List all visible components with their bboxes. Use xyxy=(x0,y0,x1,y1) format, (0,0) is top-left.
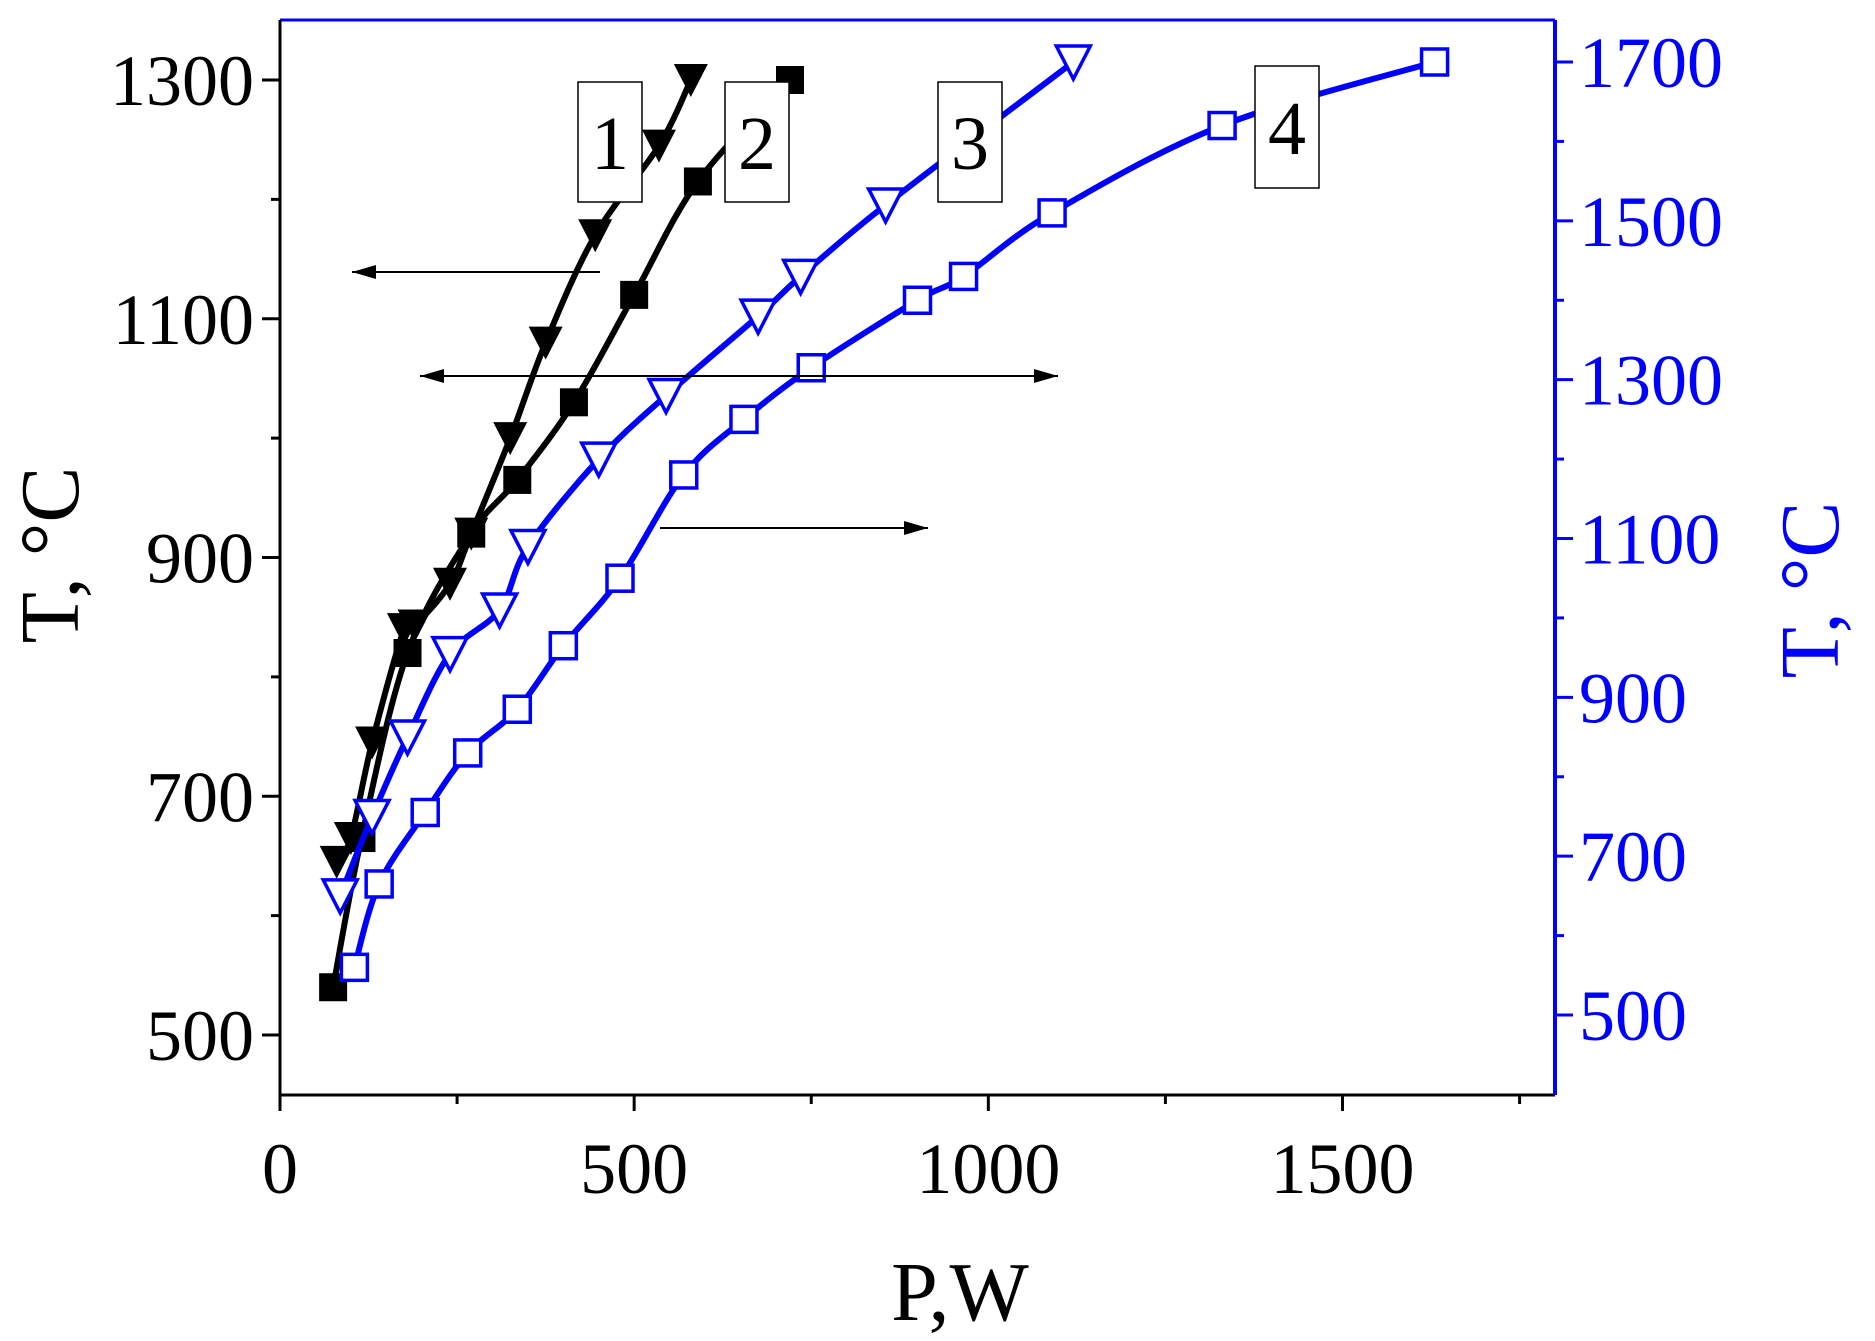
series-3-point-3 xyxy=(430,635,470,675)
curve-label-1-box xyxy=(577,81,643,203)
series-4-point-6 xyxy=(605,563,635,593)
x-tick-label-500: 500 xyxy=(580,1129,688,1209)
series-3-point-9 xyxy=(780,258,821,298)
series-2-point-5 xyxy=(559,388,588,417)
left-y-tick-label-900: 900 xyxy=(146,519,254,599)
series-2-point-2 xyxy=(393,639,422,667)
series-4-point-4 xyxy=(502,694,533,724)
series-2-point-7 xyxy=(683,167,712,196)
series-1-point-8 xyxy=(528,326,563,360)
series-4-point-7 xyxy=(669,460,699,490)
right-y-tick-label-900: 900 xyxy=(1579,658,1687,738)
series-3-point-10 xyxy=(865,187,906,226)
right-y-axis-title: T, °C xyxy=(1764,502,1857,679)
series-2-point-6 xyxy=(620,280,649,309)
series-3 xyxy=(320,44,1094,917)
arrow-to-left-axis-2-head xyxy=(420,369,444,383)
curve-label-3-text: 3 xyxy=(951,102,989,186)
curve-label-4-box xyxy=(1254,65,1320,189)
right-y-tick-label-500: 500 xyxy=(1579,976,1687,1056)
left-y-tick-label-1100: 1100 xyxy=(113,280,254,360)
x-tick-label-1500: 1500 xyxy=(1271,1129,1415,1209)
series-1-point-0 xyxy=(319,845,354,879)
arrow-to-right-axis-2-head xyxy=(904,521,928,535)
arrow-to-right-axis-1 xyxy=(640,369,1058,383)
arrow-to-right-axis-2 xyxy=(660,521,928,535)
series-1-point-7 xyxy=(493,422,528,456)
series-4-point-12 xyxy=(1037,198,1067,228)
series-3-point-4 xyxy=(479,592,520,631)
series-1-point-10 xyxy=(641,129,676,163)
series-3-point-8 xyxy=(738,298,778,337)
curve-label-1: 1 xyxy=(577,81,643,203)
series-3-point-7 xyxy=(646,377,686,417)
series-4-point-11 xyxy=(948,261,979,292)
x-tick-label-0: 0 xyxy=(262,1129,298,1209)
series-3-point-11 xyxy=(1053,44,1094,83)
series-4-point-1 xyxy=(364,869,394,899)
series-4-point-3 xyxy=(452,738,483,768)
curve-label-2-text: 2 xyxy=(738,102,776,186)
series-4-point-8 xyxy=(729,404,759,435)
series-2-point-4 xyxy=(503,465,532,494)
arrow-to-left-axis-2 xyxy=(420,369,640,383)
series-4-point-10 xyxy=(902,285,933,315)
series-4-point-14 xyxy=(1419,47,1450,77)
curve-label-3-box xyxy=(937,81,1003,203)
x-axis-title: P,W xyxy=(891,1246,1029,1339)
x-tick-label-1000: 1000 xyxy=(916,1129,1060,1209)
series-4-point-5 xyxy=(548,630,579,661)
left-y-axis-title: T, °C xyxy=(4,467,97,644)
left-y-tick-label-1300: 1300 xyxy=(110,41,254,121)
arrow-to-right-axis-1-head xyxy=(1034,369,1058,383)
curve-label-4: 4 xyxy=(1254,65,1320,189)
series-3-point-2 xyxy=(387,719,428,758)
series-2-point-3 xyxy=(457,519,486,548)
right-y-tick-label-1700: 1700 xyxy=(1579,23,1723,103)
curve-label-4-text: 4 xyxy=(1268,87,1306,171)
right-y-tick-label-700: 700 xyxy=(1579,817,1687,897)
series-1-point-2 xyxy=(355,726,390,760)
curve-label-2: 2 xyxy=(724,81,790,203)
left-y-tick-label-700: 700 xyxy=(146,757,254,837)
series-4-point-2 xyxy=(410,797,440,828)
arrow-to-left-axis-1-head xyxy=(352,265,376,279)
series-4-line xyxy=(351,59,1436,969)
series-3-point-6 xyxy=(578,441,619,480)
series-3-point-0 xyxy=(320,878,361,917)
series-1-point-9 xyxy=(578,219,613,253)
right-y-tick-label-1100: 1100 xyxy=(1579,500,1720,580)
curve-label-3: 3 xyxy=(937,81,1003,203)
curve-label-1-text: 1 xyxy=(591,102,629,186)
curve-label-2-box xyxy=(724,81,790,203)
series-3-point-5 xyxy=(508,528,548,568)
series-1-point-11 xyxy=(673,64,708,97)
series-4-point-0 xyxy=(339,952,370,983)
arrow-to-left-axis-1 xyxy=(352,265,600,279)
series-3-point-1 xyxy=(352,798,392,838)
series-4-point-13 xyxy=(1207,110,1237,141)
left-y-tick-label-500: 500 xyxy=(146,996,254,1076)
right-y-tick-label-1300: 1300 xyxy=(1579,341,1723,421)
right-y-tick-label-1500: 1500 xyxy=(1579,182,1723,262)
